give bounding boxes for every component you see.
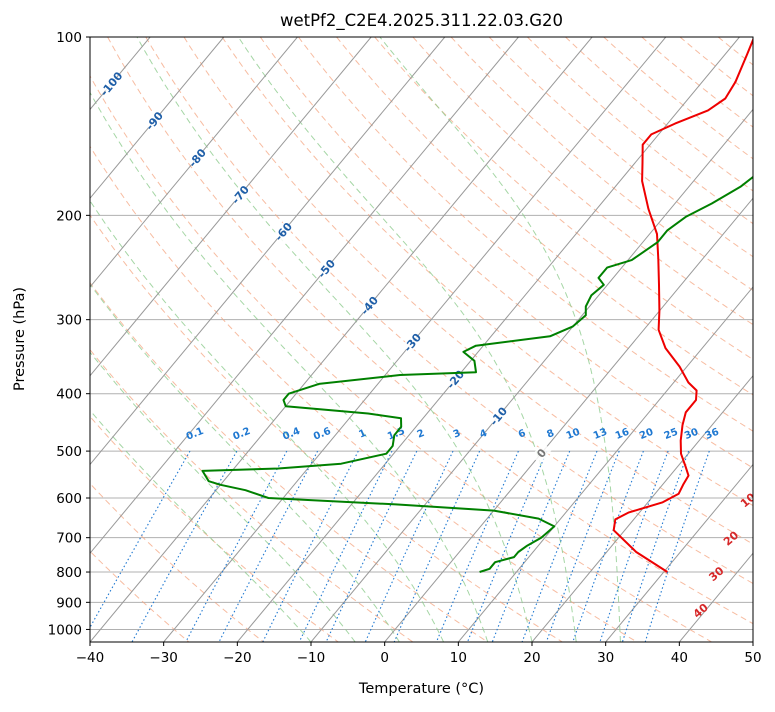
x-tick-label: −40 <box>76 650 105 666</box>
x-tick-label: 50 <box>744 650 761 666</box>
x-tick-label: −30 <box>149 650 178 666</box>
y-tick-label: 500 <box>56 444 82 460</box>
chart-title: wetPf2_C2E4.2025.311.22.03.G20 <box>280 11 563 31</box>
y-tick-label: 600 <box>56 491 82 507</box>
y-tick-label: 1000 <box>48 622 82 638</box>
y-axis-label: Pressure (hPa) <box>12 287 28 391</box>
y-tick-label: 800 <box>56 565 82 581</box>
x-tick-label: 40 <box>671 650 688 666</box>
x-tick-label: 0 <box>380 650 389 666</box>
x-tick-label: 10 <box>450 650 467 666</box>
x-tick-label: −10 <box>297 650 326 666</box>
y-tick-label: 700 <box>56 531 82 547</box>
y-tick-label: 200 <box>56 208 82 224</box>
x-axis-label: Temperature (°C) <box>358 681 484 697</box>
x-tick-label: −20 <box>223 650 252 666</box>
x-tick-label: 30 <box>597 650 614 666</box>
y-tick-label: 100 <box>56 30 82 46</box>
y-tick-label: 900 <box>56 595 82 611</box>
y-tick-label: 300 <box>56 313 82 329</box>
x-tick-label: 20 <box>523 650 540 666</box>
y-tick-label: 400 <box>56 387 82 403</box>
